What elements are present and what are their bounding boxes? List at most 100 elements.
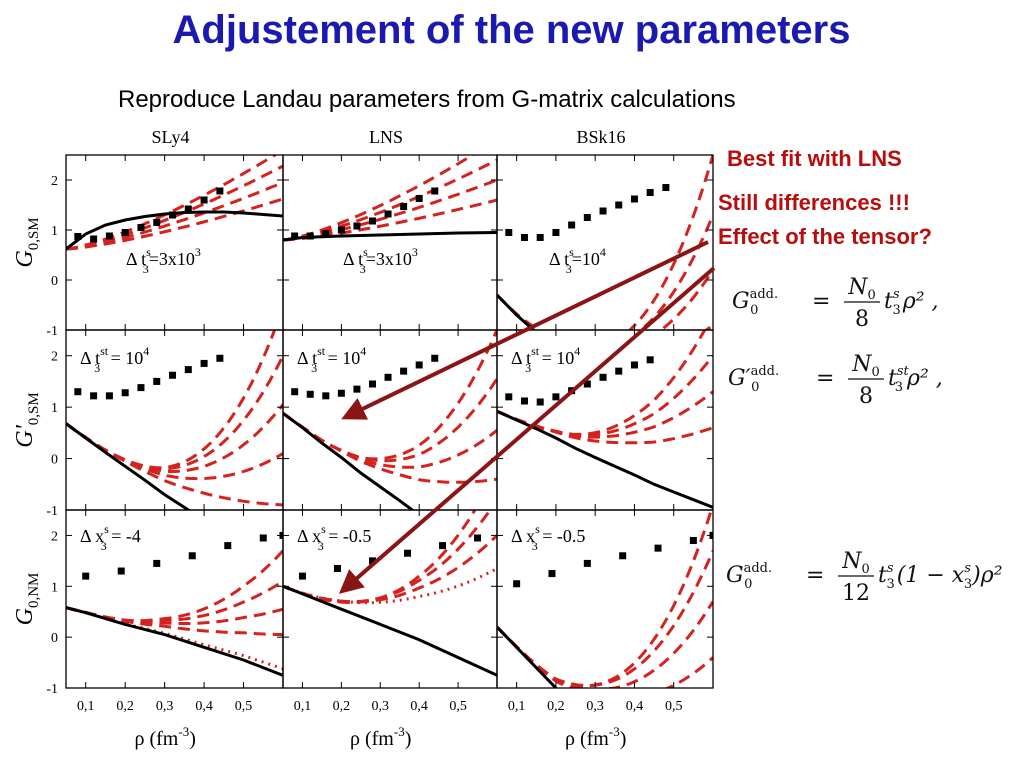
panel-2-2 (496, 509, 714, 689)
y-tick-label: -1 (46, 504, 58, 519)
annotation-sup: s (104, 522, 109, 536)
gmatrix-point (153, 559, 161, 567)
gmatrix-point (654, 544, 662, 552)
gmatrix-point (216, 187, 224, 195)
eq-rhs-tail: ρ² , (906, 366, 943, 391)
equation-numerator: N0 (841, 549, 870, 577)
gmatrix-point (184, 205, 192, 213)
reference-curve (497, 409, 713, 509)
annotation-sup: s (569, 245, 574, 259)
annotation-pre: Δ t (297, 348, 317, 368)
gmatrix-point (415, 195, 423, 202)
eq-num-sub: 0 (867, 288, 875, 303)
fit-curve (283, 510, 492, 604)
eq-lhs-symbol: G (726, 563, 744, 588)
gmatrix-point (689, 537, 697, 545)
annotation-pre: Δ t (126, 249, 146, 269)
panel-plot-area (66, 330, 283, 510)
panel-0-0 (65, 154, 284, 331)
gmatrix-point (599, 207, 607, 215)
eq-rhs-t: t (878, 563, 887, 588)
x-tick-label: 0,1 (294, 699, 312, 714)
annotation-sub: 3 (566, 262, 572, 276)
annotation-pre: Δ x (80, 526, 104, 546)
equation-lhs: G′add. 0 (728, 364, 779, 395)
panel-plot-area (497, 330, 713, 509)
ylabel-main: G' (12, 424, 38, 447)
gmatrix-point (384, 210, 392, 218)
gmatrix-point (153, 219, 161, 226)
panel-1-1 (282, 329, 498, 511)
gmatrix-point (431, 187, 439, 195)
gmatrix-point (169, 371, 177, 379)
gmatrix-point (552, 229, 560, 236)
eq-lhs-symbol: G′ (728, 366, 751, 391)
panel-annotation: Δ ts 3=3x103 (126, 245, 201, 276)
gmatrix-point (200, 196, 208, 204)
gmatrix-point (298, 572, 306, 580)
ylabel-main: G (12, 608, 38, 625)
gmatrix-point (552, 393, 560, 401)
annotation-sub: 3 (101, 539, 107, 553)
gmatrix-point (200, 359, 208, 367)
panel-0-1 (282, 154, 498, 331)
fit-curve (283, 155, 476, 242)
x-tick-label: 0,2 (116, 699, 134, 714)
gmatrix-point (505, 229, 513, 236)
fit-curve (66, 197, 283, 251)
xlabel-rho: ρ (350, 728, 360, 750)
gmatrix-point (404, 549, 412, 557)
column-title-lns: LNS (369, 127, 403, 147)
y-tick-label: 0 (51, 274, 58, 289)
annotation-sub: 3 (311, 361, 317, 375)
fit-curve (66, 330, 277, 470)
annotation-sub: 3 (532, 539, 538, 553)
gmatrix-point (505, 393, 513, 401)
x-tick-label: 0,4 (195, 699, 213, 714)
annotation-post: = 10 (537, 348, 574, 368)
eq-rhs-sup: s (893, 287, 900, 302)
gmatrix-point (90, 235, 98, 243)
reference-curve (66, 606, 283, 677)
gmatrix-point (74, 388, 82, 396)
equation-numerator: N0 (851, 352, 880, 380)
row-ylabel-0: G0,SM (12, 217, 42, 267)
ylabel-main: G (12, 250, 38, 267)
annotation-sup: st (531, 344, 540, 358)
annotation-sub: 3 (94, 361, 100, 375)
panel-2-0 (65, 509, 284, 689)
gmatrix-point (291, 388, 299, 396)
note-still-differences: Still differences !!! (718, 190, 910, 215)
reference-curve (497, 625, 559, 688)
eq-lhs-sup: add. (744, 561, 773, 576)
gmatrix-point (353, 222, 361, 230)
eq-lhs-sub: 0 (744, 577, 752, 592)
annotation-sup: s (321, 522, 326, 536)
reference-curve (497, 293, 536, 330)
column-title-sly4: SLy4 (151, 127, 189, 147)
x-axis-label: ρ (fm-3) (565, 724, 626, 750)
equation-denominator: 12 (842, 581, 870, 606)
annotation-post: =3x10 (366, 249, 412, 269)
y-tick-label: 0 (51, 453, 58, 468)
panel-annotation: Δ xs 3 = -4 (80, 522, 141, 553)
equation-equals: = (806, 563, 824, 588)
annotation-sup: s (363, 245, 368, 259)
eq-lhs-sub: 0 (751, 380, 759, 395)
slide-subtitle: Reproduce Landau parameters from G-matri… (118, 86, 736, 113)
eq-rhs-tail: ρ² , (902, 289, 939, 314)
eq-num-sub: 0 (871, 365, 879, 380)
gmatrix-point (415, 361, 423, 369)
gmatrix-point (337, 389, 345, 397)
gmatrix-point (153, 377, 161, 385)
gmatrix-point (169, 211, 177, 219)
gmatrix-point (662, 184, 670, 191)
x-tick-label: 0,1 (508, 699, 526, 714)
gmatrix-point (322, 230, 330, 237)
note-tensor: Effect of the tensor? (718, 224, 932, 249)
annotation-post: =3x10 (149, 249, 195, 269)
annotation-sup: st (317, 344, 326, 358)
gmatrix-point (291, 232, 299, 240)
xlabel-close: ) (620, 728, 627, 750)
